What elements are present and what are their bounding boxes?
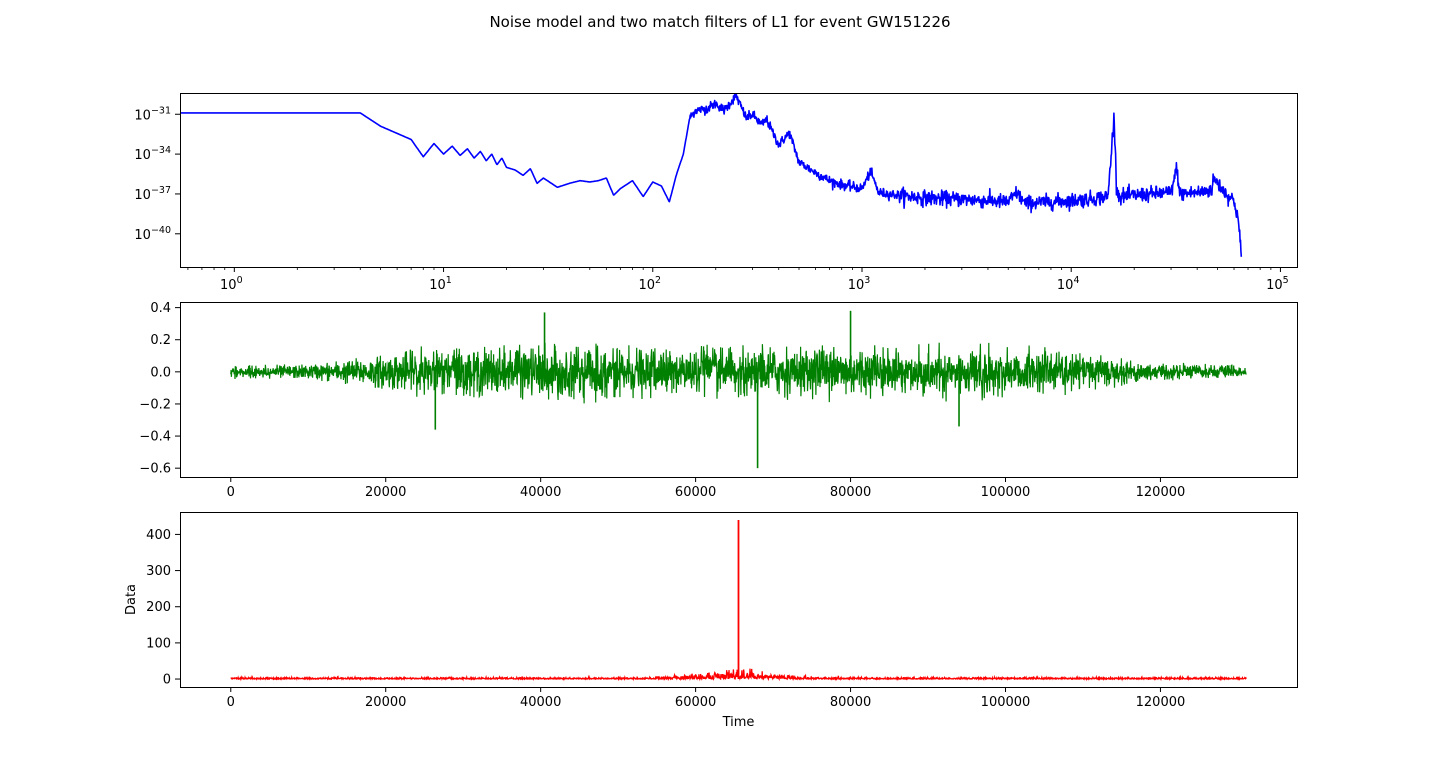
match-filter-1-xtick-label-0: 0 [227,485,235,500]
noise-model-xtick-label-4: 104 [1057,275,1080,293]
match-filter-2-ytick-label-3: 300 [146,564,171,579]
noise-model-ytick-label-3: 10−40 [134,225,171,243]
match-filter-2-xtick-label-4: 80000 [830,695,871,710]
match-filter-1-frame [180,302,1298,478]
match-filter-2-ytick-label-4: 400 [146,528,171,543]
noise-model-ytick-label-1: 10−34 [134,145,171,163]
match-filter-2-ytick-label-2: 200 [146,600,171,615]
match-filter-2-ytick-label-0: 0 [163,673,171,688]
match-filter-2-frame [180,512,1298,688]
match-filter-2-ylabel: Data [124,584,139,615]
figure-title: Noise model and two match filters of L1 … [489,13,950,31]
match-filter-2-xtick-label-5: 100000 [981,695,1031,710]
match-filter-1-ytick-label-0: 0.4 [150,301,171,316]
match-filter-1-xtick-label-4: 80000 [830,485,871,500]
noise-model-xtick-label-1: 101 [429,275,452,293]
match-filter-2-xtick-label-3: 60000 [675,695,716,710]
match-filter-1-ytick-label-5: −0.6 [139,462,171,477]
match-filter-2-xtick-label-1: 20000 [365,695,406,710]
match-filter-1-series-line [230,342,1247,404]
match-filter-1-ytick-label-2: 0.0 [150,365,171,380]
match-filter-1-xtick-label-3: 60000 [675,485,716,500]
noise-model-xtick-label-5: 105 [1266,275,1289,293]
noise-model-ytick-label-0: 10−31 [134,105,171,123]
match-filter-2-ytick-label-1: 100 [146,636,171,651]
match-filter-1-ytick-label-1: 0.2 [150,333,171,348]
match-filter-1-ytick-label-3: −0.2 [139,397,171,412]
noise-model-series-line [180,93,1243,257]
match-filter-1-xtick-label-6: 120000 [1136,485,1186,500]
match-filter-1-ytick-label-4: −0.4 [139,430,171,445]
match-filter-2-xtick-label-6: 120000 [1136,695,1186,710]
match-filter-1-xtick-label-2: 40000 [520,485,561,500]
noise-model-xtick-label-3: 103 [848,275,871,293]
noise-model-panel: 100 101 102 103 104 105 10−31 10−34 10−37 10−40 [134,93,1298,293]
noise-model-xtick-label-0: 100 [220,275,243,293]
match-filter-2-xtick-label-2: 40000 [520,695,561,710]
match-filter-1-xtick-label-5: 100000 [981,485,1031,500]
noise-model-xtick-label-2: 102 [638,275,661,293]
match-filter-2-xlabel: Time [722,715,755,730]
match-filter-1-panel: 0 20000 40000 60000 80000 100000 120000 0.4 0.2 0… [139,301,1298,500]
noise-model-ytick-label-2: 10−37 [134,185,171,203]
match-filter-1-xtick-label-1: 20000 [365,485,406,500]
match-filter-2-panel: 0 20000 40000 60000 80000 100000 120000 0 100 200… [124,512,1298,730]
match-filter-2-xtick-label-0: 0 [227,695,235,710]
noise-model-frame [180,93,1298,268]
